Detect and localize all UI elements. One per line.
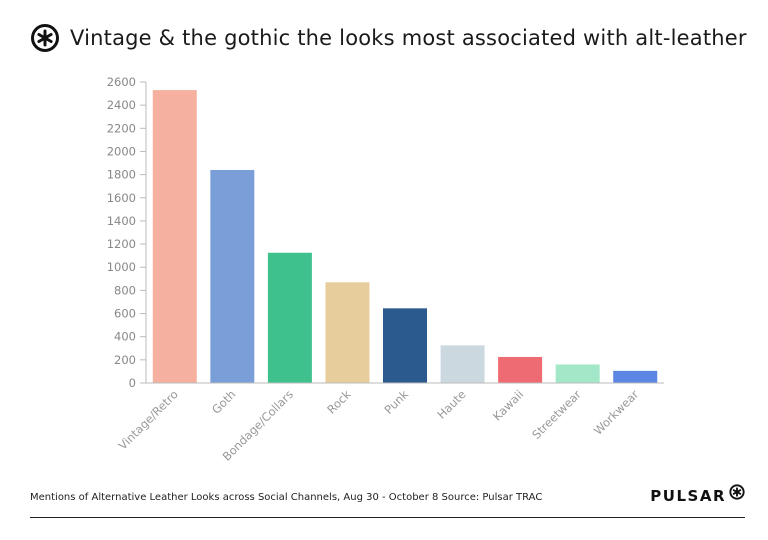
x-tick-label: Punk [381, 387, 411, 417]
y-tick-label: 1000 [107, 260, 136, 274]
y-tick-label: 0 [129, 376, 136, 390]
bar-bondage-collars [267, 252, 312, 383]
bar-chart: 0 200 400 600 800 1000 1200 1400 1600 1800 2000 220… [107, 75, 664, 464]
bar-punk [383, 308, 427, 383]
bar-haute [440, 345, 485, 383]
y-tick-label: 2600 [107, 75, 136, 89]
asterisk-circle-icon [30, 23, 60, 53]
bar-vintage-retro [152, 90, 197, 383]
x-tick-label: Kawaii [490, 387, 526, 423]
x-tick-label: Workwear [591, 387, 642, 438]
source-caption: Mentions of Alternative Leather Looks ac… [30, 492, 543, 503]
brand-logo: PULSAR [650, 484, 745, 505]
y-tick-label: 400 [114, 330, 136, 344]
y-tick-label: 600 [114, 307, 136, 321]
x-tick-label: Haute [434, 387, 468, 421]
y-tick-label: 800 [114, 283, 136, 297]
x-tick-label: Goth [209, 387, 239, 417]
asterisk-circle-icon [729, 484, 745, 500]
y-tick-label: 200 [114, 353, 136, 367]
y-tick-label: 2000 [107, 144, 136, 158]
bars [152, 90, 658, 383]
x-tick-label: Rock [324, 387, 354, 417]
footer-divider [30, 517, 745, 518]
y-tick-label: 1400 [107, 214, 136, 228]
bar-rock [325, 282, 370, 383]
x-tick-label: Vintage/Retro [116, 387, 181, 452]
y-tick-label: 1800 [107, 168, 136, 182]
chart-header: Vintage & the gothic the looks most asso… [30, 20, 747, 56]
bar-workwear [613, 370, 658, 383]
y-tick-label: 2400 [107, 98, 136, 112]
y-tick-label: 1600 [107, 191, 136, 205]
x-tick-label: Streetwear [529, 387, 584, 442]
chart-title: Vintage & the gothic the looks most asso… [70, 26, 747, 50]
y-tick-label: 1200 [107, 237, 136, 251]
y-tick-label: 2200 [107, 121, 136, 135]
bar-kawaii [498, 356, 543, 383]
y-axis: 0 200 400 600 800 1000 1200 1400 1600 1800 2000 220… [107, 75, 147, 390]
bar-streetwear [555, 364, 600, 383]
brand-wordmark: PULSAR [650, 487, 726, 505]
bar-goth [210, 169, 255, 383]
